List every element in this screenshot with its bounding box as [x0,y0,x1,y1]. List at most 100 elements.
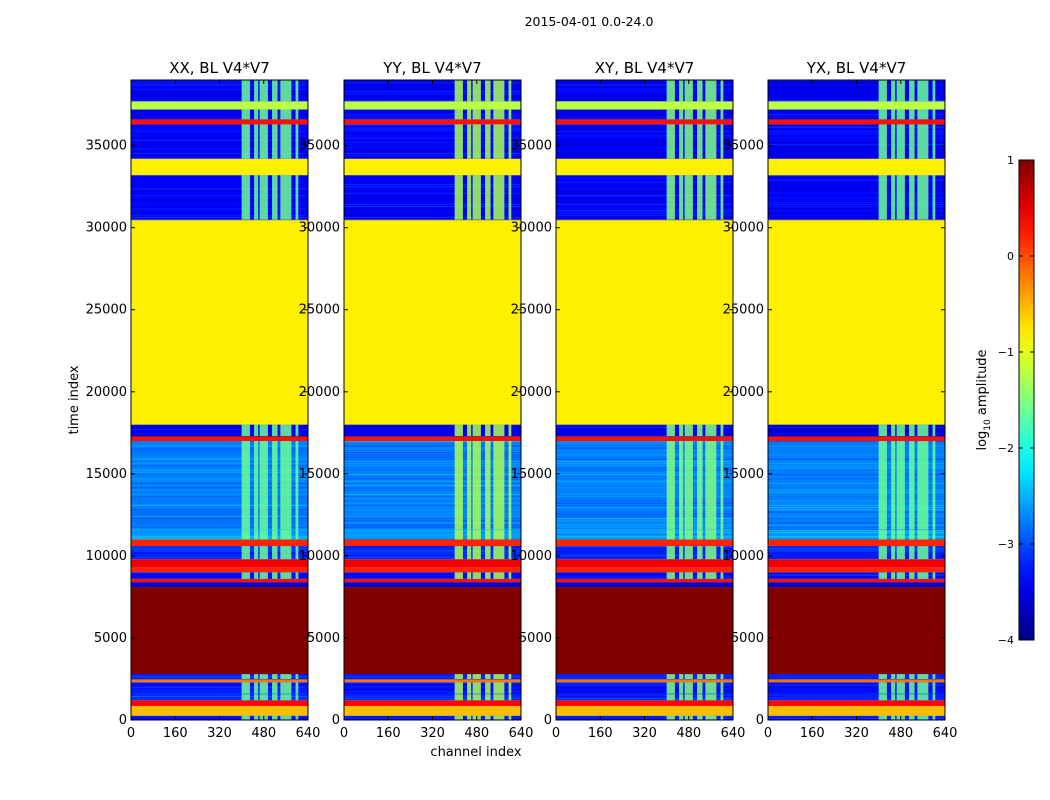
y-tick-label: 15000 [511,467,552,482]
rfi-column [467,424,472,437]
noise-streak [344,534,521,536]
rfi-column [295,109,299,120]
noise-streak [768,130,945,133]
noise-streak [556,546,733,548]
noise-streak [344,482,521,484]
noise-streak [344,498,521,500]
noise-streak [556,511,733,513]
rfi-column [280,674,292,679]
time-band [556,567,733,573]
noise-streak [556,572,733,574]
noise-streak [131,465,308,467]
rfi-column [272,109,278,120]
rfi-column [684,175,693,220]
noise-streak [131,534,308,536]
noise-streak [556,133,733,135]
rfi-column [467,124,472,159]
rfi-column [254,693,259,701]
noise-streak [768,91,945,93]
noise-streak [768,424,945,426]
noise-streak [344,175,521,177]
rfi-column [454,441,463,530]
noise-streak [131,99,308,101]
noise-streak [131,546,308,548]
noise-streak [344,148,521,150]
noise-streak [131,507,308,509]
noise-streak [556,498,733,500]
noise-streak [556,456,733,458]
rfi-column [705,715,717,720]
rfi-column [454,424,463,437]
noise-streak [344,194,521,197]
noise-streak [344,197,521,199]
rfi-column [909,109,915,120]
rfi-column [254,424,259,437]
rfi-column [485,80,491,102]
noise-streak [768,522,945,524]
noise-streak [344,684,521,686]
rfi-column [917,529,929,540]
noise-streak [344,485,521,487]
noise-streak [344,118,521,120]
noise-streak [344,212,521,214]
rfi-column [684,572,693,579]
noise-streak [556,529,733,531]
noise-streak [131,478,308,480]
noise-streak [131,113,308,116]
noise-streak [768,139,945,141]
time-band [768,424,945,437]
rfi-column [720,424,724,437]
noise-streak [344,199,521,201]
panel-yy: YY, BL V4*V7 0 160 320 480 640 0 5000 10000 15000… [299,59,534,741]
rfi-column [493,693,505,701]
x-tick-label: 320 [420,726,445,741]
time-band [344,682,521,694]
rfi-column [878,572,887,579]
rfi-column [878,80,887,102]
noise-streak [344,443,521,445]
noise-streak [768,109,945,111]
noise-streak [131,150,308,152]
time-band [556,706,733,716]
noise-streak [344,491,521,493]
rfi-column [705,424,717,437]
noise-streak [768,676,945,678]
noise-streak [131,219,308,221]
rfi-column [254,682,259,694]
noise-streak [344,493,521,495]
noise-streak [768,688,945,690]
noise-streak [344,548,521,550]
rfi-column [684,109,693,120]
noise-streak [556,489,733,491]
rfi-column [878,529,887,540]
noise-streak [131,95,308,97]
panel-xy-title: XY, BL V4*V7 [595,59,695,77]
noise-streak [768,124,945,126]
noise-streak [768,126,945,128]
noise-streak [556,548,733,550]
rfi-column [679,124,684,159]
noise-streak [344,128,521,130]
colorbar-tick-label: −1 [998,346,1014,359]
noise-streak [768,469,945,471]
noise-streak [768,197,945,199]
rfi-column [493,674,505,679]
noise-streak [131,424,308,426]
rfi-column [454,175,463,220]
noise-streak [768,212,945,214]
noise-streak [556,208,733,210]
rfi-column [295,175,299,220]
noise-streak [556,116,733,118]
noise-streak [556,684,733,686]
noise-streak [556,201,733,203]
rfi-column [697,80,703,102]
rfi-column [666,546,675,560]
time-band [556,101,733,110]
rfi-column [493,682,505,694]
noise-streak [344,682,521,684]
noise-streak [768,214,945,216]
noise-streak [768,684,945,686]
noise-streak [131,682,308,684]
rfi-column [679,175,684,220]
